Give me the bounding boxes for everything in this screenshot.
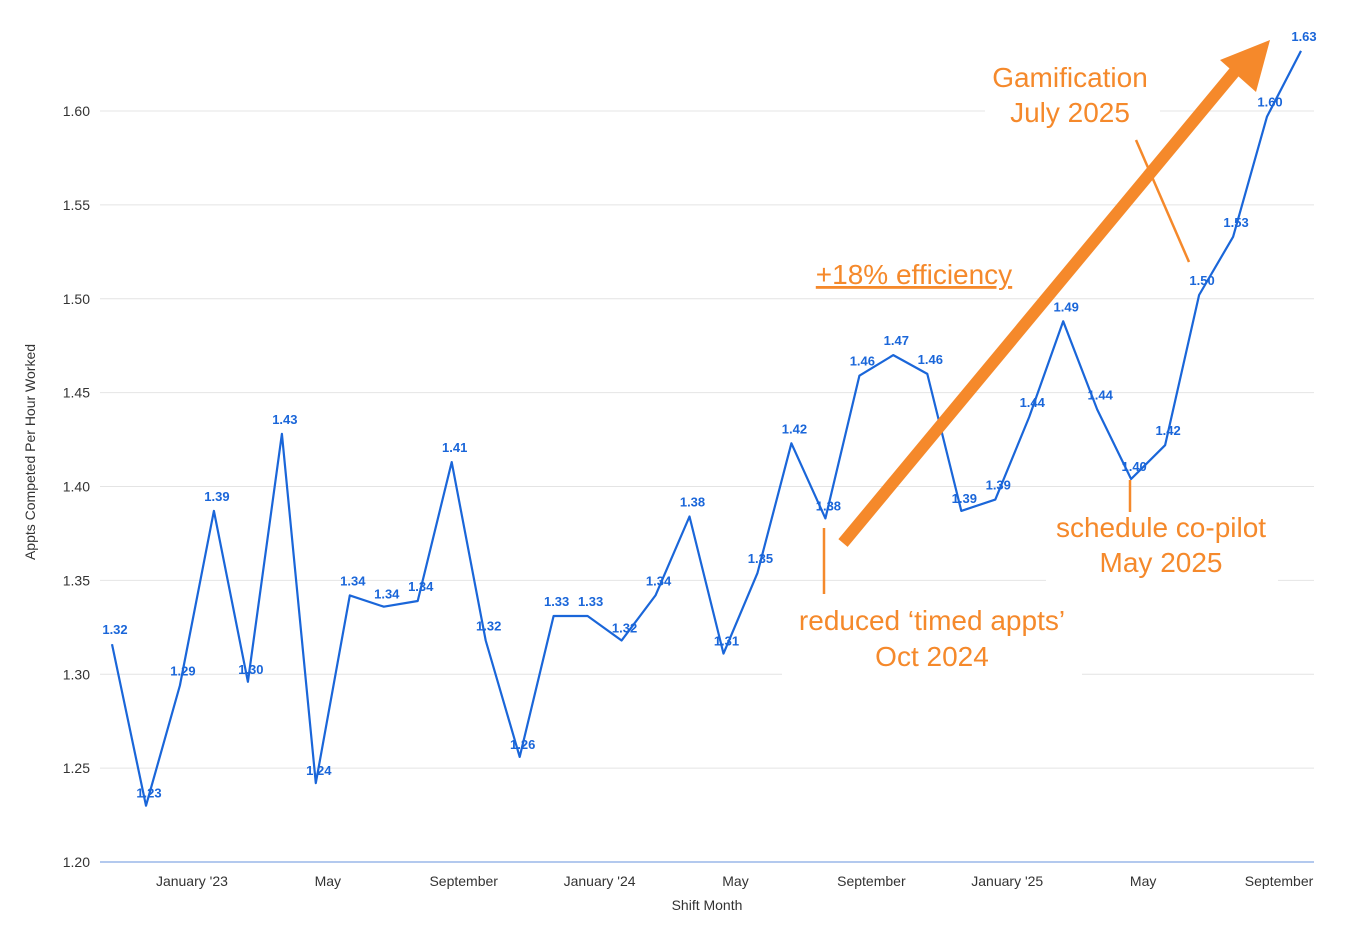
- gamification-backdrop: [985, 60, 1160, 140]
- data-label: 1.29: [170, 664, 195, 679]
- data-label: 1.50: [1189, 273, 1214, 288]
- data-label: 1.39: [952, 491, 977, 506]
- x-tick-label: May: [1130, 873, 1156, 889]
- data-label: 1.47: [884, 333, 909, 348]
- data-label: 1.34: [646, 573, 672, 588]
- data-label: 1.32: [612, 620, 637, 635]
- trend-arrow-shaft: [838, 66, 1241, 547]
- data-label: 1.53: [1223, 215, 1248, 230]
- data-label: 1.39: [986, 478, 1011, 493]
- efficiency-annotation: +18% efficiency: [816, 259, 1012, 290]
- data-label: 1.60: [1257, 95, 1282, 110]
- data-label: 1.30: [238, 662, 263, 677]
- gamification-annotation-line2: July 2025: [1010, 97, 1130, 128]
- data-label: 1.34: [340, 573, 366, 588]
- data-label: 1.42: [1155, 423, 1180, 438]
- gamification-annotation-line1: Gamification: [992, 62, 1148, 93]
- gridlines: [100, 110, 1314, 769]
- data-label: 1.44: [1020, 395, 1046, 410]
- data-label: 1.39: [204, 489, 229, 504]
- data-label: 1.34: [374, 587, 400, 602]
- data-label: 1.43: [272, 412, 297, 427]
- timed-annotation-line1: reduced ‘timed appts’: [799, 605, 1065, 636]
- gamification-pointer: [1134, 139, 1191, 263]
- data-label: 1.49: [1054, 299, 1079, 314]
- data-label: 1.32: [102, 622, 127, 637]
- copilot-annotation-line1: schedule co-pilot: [1056, 512, 1266, 543]
- data-label: 1.33: [544, 594, 569, 609]
- data-label: 1.63: [1291, 29, 1316, 44]
- data-label: 1.44: [1088, 388, 1114, 403]
- x-tick-label: September: [837, 873, 906, 889]
- copilot-annotation-line2: May 2025: [1100, 547, 1223, 578]
- x-tick-label: September: [429, 873, 498, 889]
- data-label: 1.24: [306, 763, 332, 778]
- data-label: 1.41: [442, 440, 467, 455]
- data-label: 1.38: [816, 498, 841, 513]
- y-tick-labels: 1.20 1.25 1.30 1.35 1.40 1.45 1.50 1.55 1.60: [63, 103, 90, 870]
- y-tick-label: 1.20: [63, 854, 90, 870]
- y-tick-label: 1.35: [63, 572, 90, 588]
- copilot-backdrop: [1046, 508, 1278, 582]
- y-tick-label: 1.50: [63, 291, 90, 307]
- x-tick-label: January '24: [564, 873, 636, 889]
- data-label: 1.32: [476, 618, 501, 633]
- data-label: 1.33: [578, 594, 603, 609]
- data-labels: 1.32 1.23 1.29 1.39 1.30 1.43 1.24 1.34 1.34 1.34…: [102, 29, 1316, 801]
- y-tick-label: 1.60: [63, 103, 90, 119]
- x-tick-label: January '23: [156, 873, 228, 889]
- data-label: 1.46: [850, 354, 875, 369]
- data-label: 1.34: [408, 579, 434, 594]
- timed-annotation-line2: Oct 2024: [875, 641, 989, 672]
- data-label: 1.46: [918, 352, 943, 367]
- y-tick-label: 1.30: [63, 666, 90, 682]
- x-tick-label: May: [315, 873, 341, 889]
- y-tick-label: 1.40: [63, 479, 90, 495]
- y-tick-label: 1.55: [63, 197, 90, 213]
- data-label: 1.42: [782, 421, 807, 436]
- y-axis-title: Appts Competed Per Hour Worked: [22, 344, 38, 560]
- x-axis-title: Shift Month: [672, 897, 743, 913]
- y-tick-label: 1.45: [63, 385, 90, 401]
- x-tick-label: September: [1245, 873, 1314, 889]
- data-label: 1.23: [136, 786, 161, 801]
- x-tick-label: January '25: [971, 873, 1043, 889]
- x-tick-labels: January '23 May September January '24 May Sep…: [156, 873, 1314, 889]
- timed-backdrop: [782, 604, 1082, 678]
- y-tick-label: 1.25: [63, 760, 90, 776]
- data-label: 1.26: [510, 737, 535, 752]
- data-label: 1.40: [1121, 459, 1146, 474]
- annotations: +18% efficiency Gamification July 2025 s…: [782, 40, 1278, 678]
- data-label: 1.31: [714, 634, 739, 649]
- series-line: [110, 50, 1302, 807]
- data-label: 1.38: [680, 495, 705, 510]
- trend-arrow-head: [1220, 40, 1270, 92]
- data-label: 1.35: [748, 551, 773, 566]
- x-tick-label: May: [722, 873, 748, 889]
